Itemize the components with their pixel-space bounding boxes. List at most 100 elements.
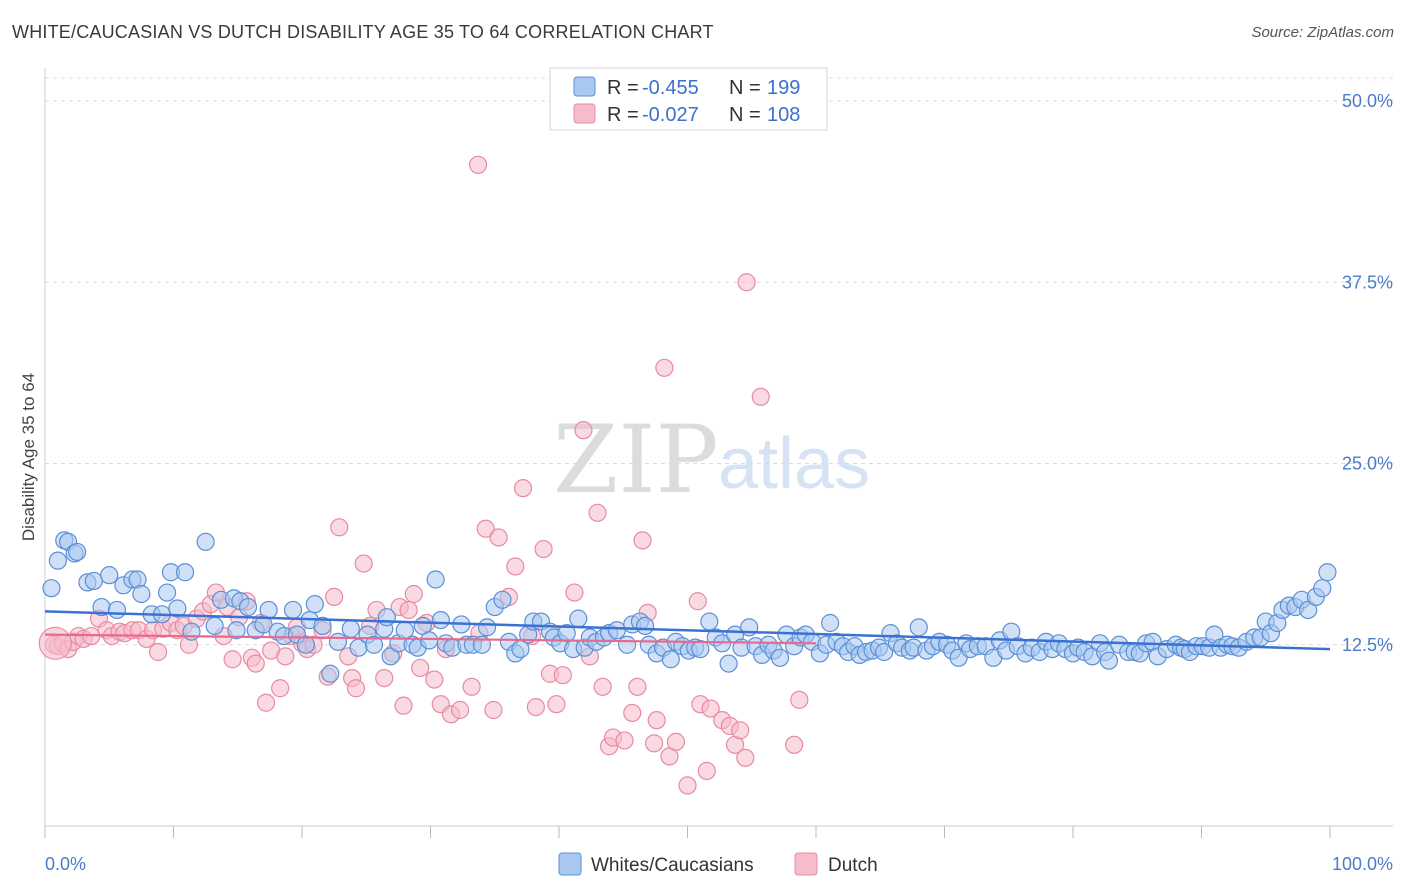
whites-points (42, 531, 1337, 683)
whites-point (341, 619, 360, 638)
dutch-point (737, 273, 756, 292)
dutch-point (593, 677, 612, 696)
whites-point (477, 618, 497, 637)
legend-swatch-pink (573, 103, 596, 124)
dutch-point (148, 642, 168, 662)
y-tick-label: 37.5% (1342, 272, 1393, 292)
dutch-point (468, 155, 488, 174)
trend-lines (44, 610, 1331, 651)
legend-n-label-1: N = (729, 77, 761, 99)
legend-r-value-2: -0.027 (642, 104, 699, 126)
whites-point (107, 600, 127, 620)
axes (44, 68, 1393, 827)
dutch-point (666, 732, 686, 752)
dutch-point (697, 761, 716, 781)
dutch-point (565, 583, 584, 602)
dutch-point (647, 711, 666, 730)
dutch-point (701, 699, 720, 718)
dutch-point (588, 503, 607, 522)
whites-point (700, 612, 719, 631)
whites-point (48, 551, 67, 570)
dutch-point (330, 518, 349, 537)
whites-point (635, 616, 655, 636)
correlation-legend: R = -0.455 N = 199 R = -0.027 N = 108 (549, 67, 828, 131)
whites-point (569, 609, 588, 628)
whites-point (100, 566, 119, 585)
dutch-point (513, 479, 533, 498)
dutch-point (623, 703, 642, 723)
legend-n-value-1: 199 (767, 77, 800, 99)
whites-point (420, 631, 439, 650)
y-tick-label: 50.0% (1342, 91, 1393, 111)
dutch-point (655, 358, 674, 377)
dutch-point (399, 600, 418, 620)
series-legend: Whites/Caucasians Dutch (558, 852, 878, 876)
dutch-trend-line (44, 633, 817, 645)
dutch-point (404, 584, 423, 604)
dutch-point (615, 731, 634, 750)
whites-point (431, 610, 450, 630)
x-axis-ticks (44, 826, 1331, 838)
dutch-point (271, 679, 290, 698)
legend-r-value-1: -0.455 (642, 77, 699, 99)
whites-point (719, 654, 738, 673)
dutch-point (375, 668, 394, 688)
dutch-point (276, 647, 295, 666)
whites-point (84, 571, 103, 591)
dutch-point (731, 721, 750, 740)
dutch-point (484, 700, 503, 720)
whites-point (328, 632, 348, 651)
dutch-point (256, 693, 276, 712)
whites-point (283, 600, 303, 620)
y-tick-label: 25.0% (1342, 454, 1393, 474)
whites-point (821, 613, 840, 633)
whites-point (168, 599, 187, 618)
bottom-legend-swatch-blue (558, 852, 582, 876)
dutch-point (411, 658, 430, 678)
whites-point (909, 618, 928, 637)
whites-point (364, 635, 384, 654)
y-tick-label: 12.5% (1342, 635, 1393, 655)
legend-r-label-1: R = (607, 77, 639, 99)
dutch-point (450, 700, 470, 720)
x-tick-label-min: 0.0% (45, 854, 86, 874)
bottom-legend-label-2: Dutch (828, 855, 878, 876)
dutch-point (246, 654, 265, 673)
dutch-point (489, 528, 508, 547)
whites-point (607, 621, 626, 640)
y-axis-tick-labels: 12.5% 25.0% 37.5% 50.0% (1342, 91, 1393, 655)
dutch-point (678, 776, 697, 795)
whites-point (557, 624, 576, 643)
dutch-point (462, 677, 481, 696)
bottom-legend-label-1: Whites/Caucasians (591, 855, 754, 876)
whites-point (770, 648, 790, 667)
watermark-zip: ZIP (553, 406, 719, 515)
bottom-legend-swatch-pink (794, 852, 818, 876)
x-tick-label-max: 100.0% (1332, 854, 1393, 874)
legend-swatch-blue (573, 76, 596, 97)
dutch-point (553, 666, 572, 685)
whites-point (132, 584, 151, 604)
legend-n-label-2: N = (729, 104, 761, 126)
dutch-point (425, 670, 444, 689)
dutch-point (534, 539, 553, 559)
whites-point (321, 664, 340, 683)
whites-point (196, 532, 215, 551)
whites-point (1099, 651, 1119, 670)
whites-point (1318, 563, 1337, 582)
whites-point (305, 595, 324, 614)
whites-point (1313, 579, 1332, 598)
dutch-point (354, 554, 373, 573)
dutch-point (526, 697, 545, 717)
whites-trend-line (44, 610, 1331, 651)
whites-point (205, 616, 224, 636)
dutch-point (633, 531, 652, 550)
legend-r-label-2: R = (607, 104, 639, 126)
dutch-point-cluster (38, 626, 72, 660)
whites-point (426, 570, 445, 589)
whites-point (259, 600, 278, 620)
dutch-point (223, 650, 242, 669)
dutch-point (785, 735, 804, 754)
whites-point (238, 597, 258, 617)
